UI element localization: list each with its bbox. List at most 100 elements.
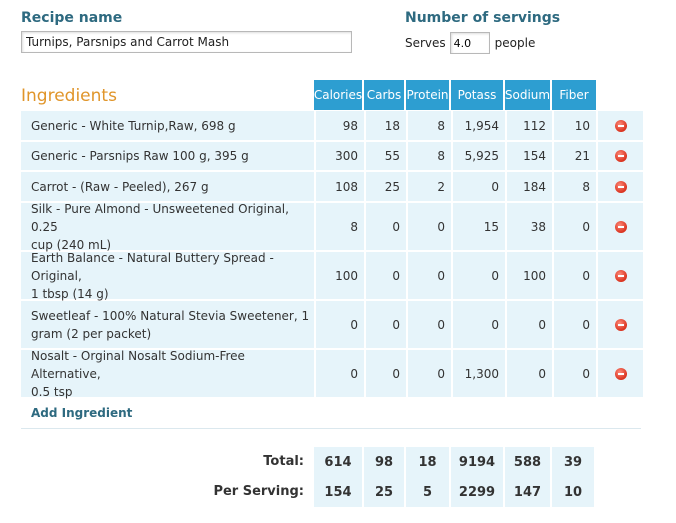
cell-calories: 100: [316, 252, 366, 299]
servings-input[interactable]: [449, 32, 490, 54]
recipe-name-input[interactable]: [21, 31, 352, 53]
ingredient-name-line: 1 tbsp (14 g): [31, 286, 109, 301]
cell-protein: 0: [408, 203, 453, 250]
recipe-name-label: Recipe name: [21, 10, 123, 26]
remove-icon[interactable]: [614, 318, 627, 331]
ingredient-name-line: gram (2 per packet): [31, 326, 152, 341]
serves-row: Serves people: [405, 31, 535, 55]
cell-protein: 8: [408, 142, 453, 170]
ingredient-name-line: cup (240 mL): [31, 237, 112, 252]
ingredient-name: Carrot - (Raw - Peeled), 267 g: [21, 172, 316, 201]
cell-carbs: 55: [366, 142, 408, 170]
column-header-sodium: Sodium: [505, 80, 550, 110]
ingredient-name-line: Generic - Parsnips Raw 100 g, 395 g: [31, 149, 249, 163]
cell-fiber: 0: [554, 203, 598, 250]
cell-calories: 0: [316, 301, 366, 348]
cell-fiber: 8: [554, 172, 598, 201]
ingredient-name: Sweetleaf - 100% Natural Stevia Sweetene…: [21, 301, 316, 348]
column-header-potass: Potass: [451, 80, 503, 110]
ingredient-row: Generic - Parsnips Raw 100 g, 395 g 300 55…: [21, 142, 643, 170]
cell-protein: 8: [408, 111, 453, 140]
cell-sodium: 0: [507, 301, 554, 348]
cell-carbs: 0: [366, 203, 408, 250]
ingredient-name-line: 0.5 tsp: [31, 384, 73, 399]
column-header-calories: Calories: [314, 80, 362, 110]
per-serving-sodium: 147: [505, 477, 550, 507]
add-ingredient-link[interactable]: Add Ingredient: [31, 406, 133, 420]
remove-cell: [598, 111, 643, 140]
per-serving-label: Per Serving:: [213, 484, 304, 499]
cell-protein: 0: [408, 350, 453, 397]
remove-cell: [598, 142, 643, 170]
ingredient-name-line: Carrot - (Raw - Peeled), 267 g: [31, 179, 209, 194]
remove-icon[interactable]: [614, 220, 627, 233]
cell-fiber: 0: [554, 350, 598, 397]
remove-cell: [598, 203, 643, 250]
ingredient-row: Sweetleaf - 100% Natural Stevia Sweetene…: [21, 301, 643, 348]
remove-icon[interactable]: [614, 367, 627, 380]
ingredient-name-line: Earth Balance - Natural Buttery Spread -…: [31, 250, 274, 283]
per-serving-carbs: 25: [364, 477, 404, 507]
cell-calories: 300: [316, 142, 366, 170]
serves-suffix: people: [494, 36, 536, 50]
cell-potass: 1,954: [453, 111, 507, 140]
total-label: Total:: [263, 454, 304, 469]
per-serving-calories: 154: [314, 477, 362, 507]
ingredient-name: Nosalt - Orginal Nosalt Sodium-Free Alte…: [21, 348, 316, 399]
ingredient-name: Generic - White Turnip,Raw, 698 g: [21, 111, 316, 140]
ingredient-name-line: Generic - White Turnip,Raw, 698 g: [31, 118, 236, 133]
ingredient-row: Nosalt - Orginal Nosalt Sodium-Free Alte…: [21, 348, 643, 399]
cell-sodium: 100: [507, 252, 554, 299]
remove-icon[interactable]: [614, 180, 627, 193]
cell-protein: 2: [408, 172, 453, 201]
remove-cell: [598, 172, 643, 201]
cell-calories: 108: [316, 172, 366, 201]
ingredient-row: Generic - White Turnip,Raw, 698 g 98 18 8 1,…: [21, 111, 643, 140]
cell-sodium: 154: [507, 142, 554, 170]
cell-sodium: 0: [507, 350, 554, 397]
cell-potass: 0: [453, 172, 507, 201]
column-header-protein: Protein: [406, 80, 449, 110]
column-header-carbs: Carbs: [364, 80, 404, 110]
remove-icon[interactable]: [614, 119, 627, 132]
cell-fiber: 21: [554, 142, 598, 170]
cell-sodium: 112: [507, 111, 554, 140]
cell-fiber: 0: [554, 252, 598, 299]
ingredient-name-line: Sweetleaf - 100% Natural Stevia Sweetene…: [31, 308, 310, 323]
cell-calories: 0: [316, 350, 366, 397]
cell-fiber: 0: [554, 301, 598, 348]
per-serving-protein: 5: [406, 477, 449, 507]
per-serving-fiber: 10: [552, 477, 594, 507]
total-potass: 9194: [451, 447, 503, 477]
servings-label: Number of servings: [405, 10, 561, 26]
cell-sodium: 38: [507, 203, 554, 250]
remove-icon[interactable]: [614, 269, 627, 282]
cell-carbs: 0: [366, 301, 408, 348]
remove-cell: [598, 350, 643, 397]
cell-carbs: 25: [366, 172, 408, 201]
cell-potass: 0: [453, 301, 507, 348]
ingredient-name: Earth Balance - Natural Buttery Spread -…: [21, 250, 316, 301]
ingredient-name-line: Silk - Pure Almond - Unsweetened Origina…: [31, 201, 289, 234]
ingredient-name: Silk - Pure Almond - Unsweetened Origina…: [21, 201, 316, 252]
cell-sodium: 184: [507, 172, 554, 201]
ingredient-row: Silk - Pure Almond - Unsweetened Origina…: [21, 201, 643, 252]
cell-carbs: 18: [366, 111, 408, 140]
cell-protein: 0: [408, 252, 453, 299]
ingredient-name-line: Nosalt - Orginal Nosalt Sodium-Free Alte…: [31, 348, 245, 381]
cell-potass: 15: [453, 203, 507, 250]
remove-icon[interactable]: [614, 150, 627, 162]
cell-carbs: 0: [366, 252, 408, 299]
ingredient-row: Carrot - (Raw - Peeled), 267 g 108 25 2 0 184…: [21, 172, 643, 201]
ingredients-heading: Ingredients: [21, 86, 117, 106]
cell-carbs: 0: [366, 350, 408, 397]
cell-calories: 8: [316, 203, 366, 250]
serves-prefix: Serves: [405, 36, 446, 50]
per-serving-potass: 2299: [451, 477, 503, 507]
ingredient-row: Earth Balance - Natural Buttery Spread -…: [21, 250, 643, 301]
total-calories: 614: [314, 447, 362, 477]
cell-potass: 5,925: [453, 142, 507, 170]
ingredient-name: Generic - Parsnips Raw 100 g, 395 g: [21, 142, 316, 170]
cell-calories: 98: [316, 111, 366, 140]
total-carbs: 98: [364, 447, 404, 477]
